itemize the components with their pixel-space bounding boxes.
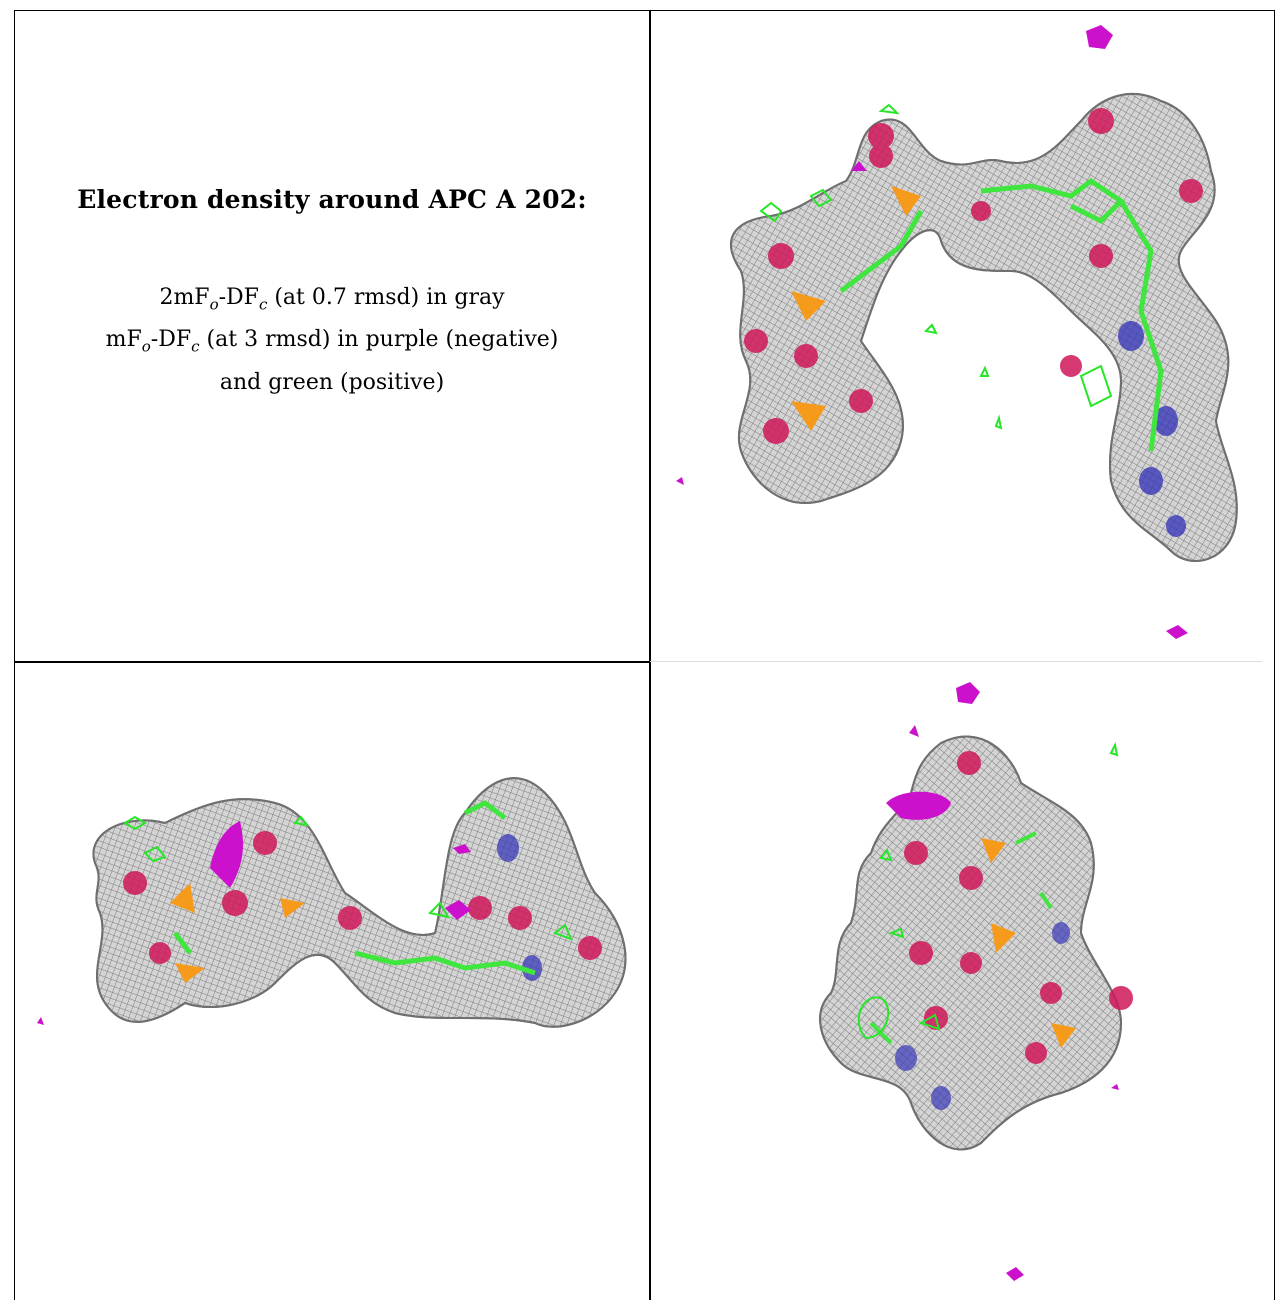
atom-oxygen-group	[744, 108, 1203, 444]
atom-oxygen-group	[123, 831, 602, 964]
atom-oxygen-group	[904, 751, 1133, 1064]
atom-phosphorus-group	[170, 883, 305, 983]
caption-line-1: 2mFo-DFc (at 0.7 rmsd) in gray	[159, 285, 505, 314]
density-render-bottom-right	[819, 682, 1133, 1281]
density-render-bottom-left	[37, 777, 627, 1028]
atom-nitrogen-group	[1118, 321, 1186, 537]
atom-phosphorus-group	[981, 838, 1076, 1048]
gray-mesh-blob	[730, 92, 1238, 562]
figure-table-frame	[14, 10, 1275, 1300]
table-divider-vertical	[649, 10, 651, 1300]
table-divider-horizontal-faint	[650, 661, 1262, 662]
density-view-bottom-left	[15, 663, 648, 1293]
carbon-bond-group	[839, 177, 1164, 452]
carbon-bond-group	[869, 831, 1053, 1045]
gray-mesh-blob	[819, 735, 1123, 1151]
caption-title: Electron density around APC A 202:	[77, 185, 587, 214]
table-divider-horizontal	[14, 661, 634, 663]
table-divider-horizontal-stub	[634, 661, 650, 663]
positive-density-group	[857, 741, 1119, 1040]
caption-line-2: mFo-DFc (at 3 rmsd) in purple (negative)	[105, 327, 559, 356]
density-view-bottom-right	[651, 663, 1275, 1293]
atom-phosphorus-group	[791, 186, 921, 431]
positive-density-group	[123, 815, 573, 941]
negative-density-group	[37, 821, 471, 1025]
positive-density-group	[759, 103, 1113, 430]
density-render-top-right	[676, 25, 1238, 639]
negative-density-group	[886, 682, 1119, 1281]
carbon-bond-group	[173, 800, 536, 976]
caption-cell: Electron density around APC A 202: 2mFo-…	[14, 185, 650, 400]
negative-density-group	[676, 25, 1188, 639]
caption-line-3: and green (positive)	[219, 369, 445, 395]
atom-nitrogen-group	[497, 834, 542, 981]
density-view-top-right	[651, 11, 1275, 661]
atom-nitrogen-group	[895, 922, 1070, 1110]
